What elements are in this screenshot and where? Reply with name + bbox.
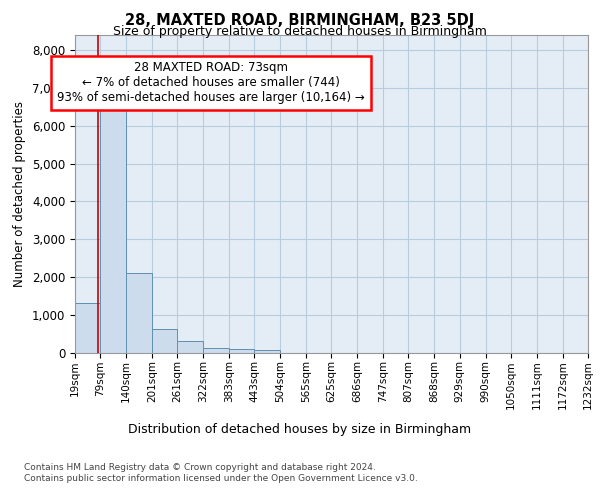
Bar <box>203 348 229 352</box>
Bar <box>178 341 203 352</box>
Text: Contains public sector information licensed under the Open Government Licence v3: Contains public sector information licen… <box>24 474 418 483</box>
Text: Distribution of detached houses by size in Birmingham: Distribution of detached houses by size … <box>128 422 472 436</box>
Bar <box>75 304 100 352</box>
Text: Contains HM Land Registry data © Crown copyright and database right 2024.: Contains HM Land Registry data © Crown c… <box>24 462 376 471</box>
Text: Size of property relative to detached houses in Birmingham: Size of property relative to detached ho… <box>113 25 487 38</box>
Bar <box>229 349 254 352</box>
Bar <box>126 273 152 352</box>
Bar <box>254 350 280 352</box>
Y-axis label: Number of detached properties: Number of detached properties <box>13 101 26 287</box>
Text: 28, MAXTED ROAD, BIRMINGHAM, B23 5DJ: 28, MAXTED ROAD, BIRMINGHAM, B23 5DJ <box>125 12 475 28</box>
Text: 28 MAXTED ROAD: 73sqm
← 7% of detached houses are smaller (744)
93% of semi-deta: 28 MAXTED ROAD: 73sqm ← 7% of detached h… <box>57 62 365 104</box>
Bar <box>152 328 178 352</box>
Bar <box>100 104 126 352</box>
